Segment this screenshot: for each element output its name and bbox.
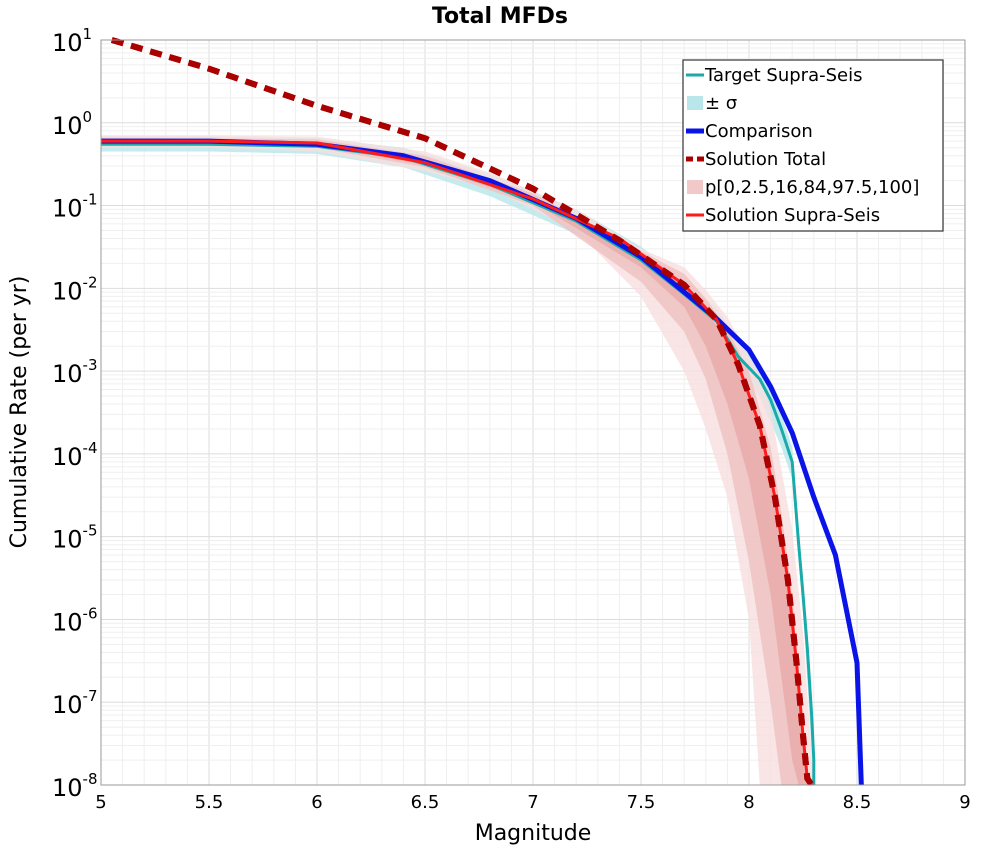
legend: Target Supra-Seis ± σ Comparison Solution T… [682, 59, 944, 232]
y-tick-label: 10-2 [52, 273, 98, 305]
y-tick-label: 10-8 [52, 770, 98, 802]
x-axis-label: Magnitude [475, 821, 592, 846]
x-tick-label: 5.5 [195, 792, 224, 813]
y-tick-label: 101 [52, 25, 92, 57]
y-tick-label: 10-4 [52, 439, 98, 471]
legend-box [682, 59, 944, 232]
x-tick-label: 5 [95, 792, 106, 813]
legend-label: Target Supra-Seis [704, 65, 862, 86]
legend-swatch [687, 96, 703, 110]
chart-title: Total MFDs [432, 4, 568, 29]
x-tick-label: 8 [743, 792, 754, 813]
x-axis-ticks: 5 5.5 6 6.5 7 7.5 8 8.5 9 [95, 792, 970, 813]
x-tick-label: 6.5 [411, 792, 440, 813]
y-tick-label: 10-6 [52, 604, 98, 636]
y-axis-label: Cumulative Rate (per yr) [7, 276, 32, 549]
legend-label: p[0,2.5,16,84,97.5,100] [705, 177, 919, 198]
legend-label: ± σ [705, 93, 737, 114]
y-tick-label: 10-5 [52, 522, 98, 554]
y-tick-label: 10-1 [52, 191, 98, 223]
x-tick-label: 6 [311, 792, 322, 813]
x-tick-label: 7 [527, 792, 538, 813]
legend-label: Comparison [705, 121, 813, 142]
y-tick-label: 10-3 [52, 356, 98, 388]
legend-label: Solution Total [705, 149, 826, 170]
y-tick-label: 10-7 [52, 687, 98, 719]
y-axis-ticks: 101 100 10-1 10-2 10-3 10-4 10-5 10-6 10-7 10-8 [52, 25, 98, 802]
x-tick-label: 8.5 [843, 792, 872, 813]
legend-swatch [687, 180, 703, 194]
legend-label: Solution Supra-Seis [705, 205, 880, 226]
y-tick-label: 100 [52, 108, 92, 140]
series-solution-total-overlay [110, 37, 815, 787]
x-tick-label: 7.5 [627, 792, 656, 813]
x-tick-label: 9 [959, 792, 970, 813]
plot-frame [100, 39, 966, 786]
data-series [101, 37, 864, 787]
